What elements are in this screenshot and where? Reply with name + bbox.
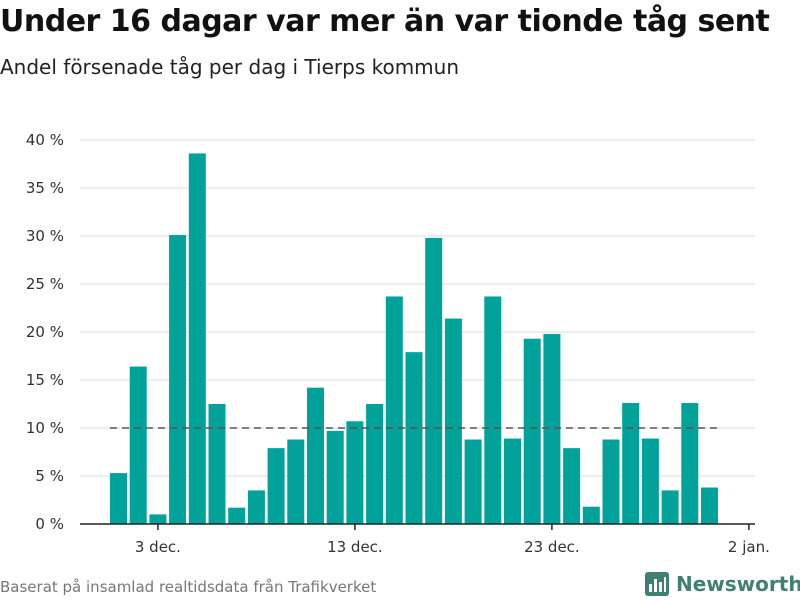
bar[interactable] xyxy=(267,448,285,524)
y-tick-label: 25 % xyxy=(26,275,64,293)
bar[interactable] xyxy=(484,296,502,524)
bar[interactable] xyxy=(543,333,561,524)
bar[interactable] xyxy=(681,403,699,524)
x-tick-label: 2 jan. xyxy=(728,538,770,556)
chart-subtitle: Andel försenade tåg per dag i Tierps kom… xyxy=(0,55,460,79)
bar[interactable] xyxy=(247,490,265,524)
bar[interactable] xyxy=(366,404,384,524)
bar[interactable] xyxy=(385,296,403,524)
y-tick-label: 20 % xyxy=(26,323,64,341)
bar[interactable] xyxy=(701,487,718,524)
bar[interactable] xyxy=(405,352,423,524)
bar[interactable] xyxy=(110,473,127,524)
bar[interactable] xyxy=(425,237,443,525)
x-axis-labels: 3 dec. 13 dec. 23 dec. 2 jan. xyxy=(135,538,770,556)
x-tick-label: 23 dec. xyxy=(524,538,580,556)
bar[interactable] xyxy=(641,438,659,524)
chart-title: Under 16 dagar var mer än var tionde tåg… xyxy=(0,4,770,39)
bar[interactable] xyxy=(523,338,541,524)
bar[interactable] xyxy=(622,403,640,524)
bar[interactable] xyxy=(326,430,344,524)
logo-icon xyxy=(645,572,669,596)
bar[interactable] xyxy=(464,439,482,524)
bar[interactable] xyxy=(129,366,147,524)
bar[interactable] xyxy=(602,439,620,524)
bars xyxy=(110,153,718,525)
y-tick-label: 0 % xyxy=(35,515,64,533)
y-axis-labels: 0 % 5 % 10 % 15 % 20 % 25 % 30 % 35 % 40 % xyxy=(26,131,64,533)
bar[interactable] xyxy=(188,153,206,524)
bar[interactable] xyxy=(307,387,324,524)
brand-name: Newsworthy xyxy=(676,572,800,596)
y-tick-label: 30 % xyxy=(26,227,64,245)
x-tick-label: 3 dec. xyxy=(135,538,181,556)
bar[interactable] xyxy=(444,318,462,524)
bar[interactable] xyxy=(346,421,364,524)
bar[interactable] xyxy=(208,404,226,524)
y-tick-label: 5 % xyxy=(35,467,64,485)
bar[interactable] xyxy=(661,490,679,524)
y-tick-label: 15 % xyxy=(26,371,64,389)
bar[interactable] xyxy=(563,448,581,524)
newsworthy-logo[interactable]: Newsworthy xyxy=(644,569,800,599)
bar[interactable] xyxy=(149,514,167,524)
source-note: Baserat på insamlad realtidsdata från Tr… xyxy=(0,578,377,596)
y-tick-label: 10 % xyxy=(26,419,64,437)
bar[interactable] xyxy=(582,506,600,524)
y-tick-label: 40 % xyxy=(26,131,64,149)
bar[interactable] xyxy=(504,438,521,524)
bar[interactable] xyxy=(287,439,305,524)
x-axis xyxy=(80,523,755,530)
x-tick-label: 13 dec. xyxy=(327,538,383,556)
bar[interactable] xyxy=(228,507,246,524)
y-tick-label: 35 % xyxy=(26,179,64,197)
bar[interactable] xyxy=(169,235,187,525)
